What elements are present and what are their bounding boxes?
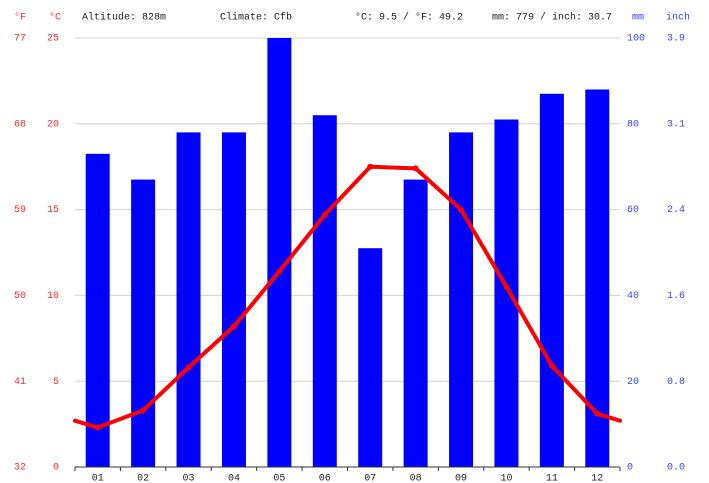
bar: [176, 132, 201, 467]
x-tick-label: 04: [228, 474, 240, 483]
point: [321, 211, 328, 218]
x-tick-label: 02: [137, 474, 149, 483]
temperature-line: [97, 164, 599, 430]
bar: [312, 115, 337, 467]
bar: [131, 179, 156, 467]
y-tick-label: 0: [53, 463, 59, 474]
bar: [494, 119, 519, 467]
y2-tick-label: 20: [627, 377, 639, 388]
point: [367, 163, 374, 170]
axis-unit: inch: [666, 12, 690, 24]
x-tick-label: 05: [273, 474, 285, 483]
annotation: Altitude: 828m: [82, 12, 166, 24]
y-tick-label: 25: [47, 34, 59, 45]
bar: [449, 132, 474, 467]
point: [458, 206, 465, 213]
bar: [358, 248, 383, 467]
bar: [403, 179, 428, 467]
x-tick-label: 11: [546, 474, 558, 483]
x-tick-label: 07: [364, 474, 376, 483]
x-tick-label: 03: [183, 474, 195, 483]
point: [140, 407, 147, 414]
x-tick-label: 12: [591, 474, 603, 483]
y4-tick-label: 0.8: [667, 377, 685, 388]
point: [503, 283, 510, 290]
y4-tick-label: 1.6: [667, 291, 685, 302]
y-tick-label: 10: [47, 291, 59, 302]
x-tick-label: 08: [410, 474, 422, 483]
y-tick-label: 15: [47, 205, 59, 216]
point: [276, 268, 283, 275]
y4-tick-label: 3.1: [667, 119, 685, 130]
y4-tick-label: 0.0: [667, 463, 685, 474]
x-tick-label: 09: [455, 474, 467, 483]
bar: [539, 93, 564, 468]
y2-tick-label: 80: [627, 119, 639, 130]
x-tick-label: 10: [500, 474, 512, 483]
axis-unit: mm: [632, 13, 644, 24]
x-tick-label: 06: [319, 474, 331, 483]
line-wrap: [73, 418, 100, 430]
point: [548, 362, 555, 369]
y2-tick-label: 40: [627, 291, 639, 302]
y2-tick-label: 60: [627, 205, 639, 216]
point: [594, 410, 601, 417]
y2-tick-label: 100: [627, 34, 645, 45]
y-tick-label: 41: [14, 377, 26, 388]
bar: [85, 153, 110, 467]
y2-tick-label: 0: [627, 463, 633, 474]
y-tick-label: 20: [47, 119, 59, 130]
axis-unit: °F: [14, 12, 26, 24]
y-tick-label: 32: [14, 463, 26, 474]
point: [185, 364, 192, 371]
bar: [267, 38, 292, 467]
y4-tick-label: 3.9: [667, 34, 685, 45]
y-tick-label: 68: [14, 119, 26, 130]
point: [94, 424, 101, 431]
annotation: Climate: Cfb: [220, 12, 292, 24]
y-tick-label: 59: [14, 205, 26, 216]
y-tick-label: 5: [53, 377, 59, 388]
bar: [221, 132, 246, 467]
y4-tick-label: 2.4: [667, 205, 685, 216]
y-tick-label: 77: [14, 34, 26, 45]
annotation: mm: 779 / inch: 30.7: [492, 12, 612, 24]
point: [230, 323, 237, 330]
bar: [585, 89, 610, 467]
annotation: °C: 9.5 / °F: 49.2: [355, 12, 463, 24]
axis-unit: °C: [49, 12, 61, 24]
x-tick-label: 01: [92, 474, 104, 483]
point: [412, 165, 419, 172]
y-tick-label: 50: [14, 291, 26, 302]
line-wrap: [595, 411, 622, 423]
